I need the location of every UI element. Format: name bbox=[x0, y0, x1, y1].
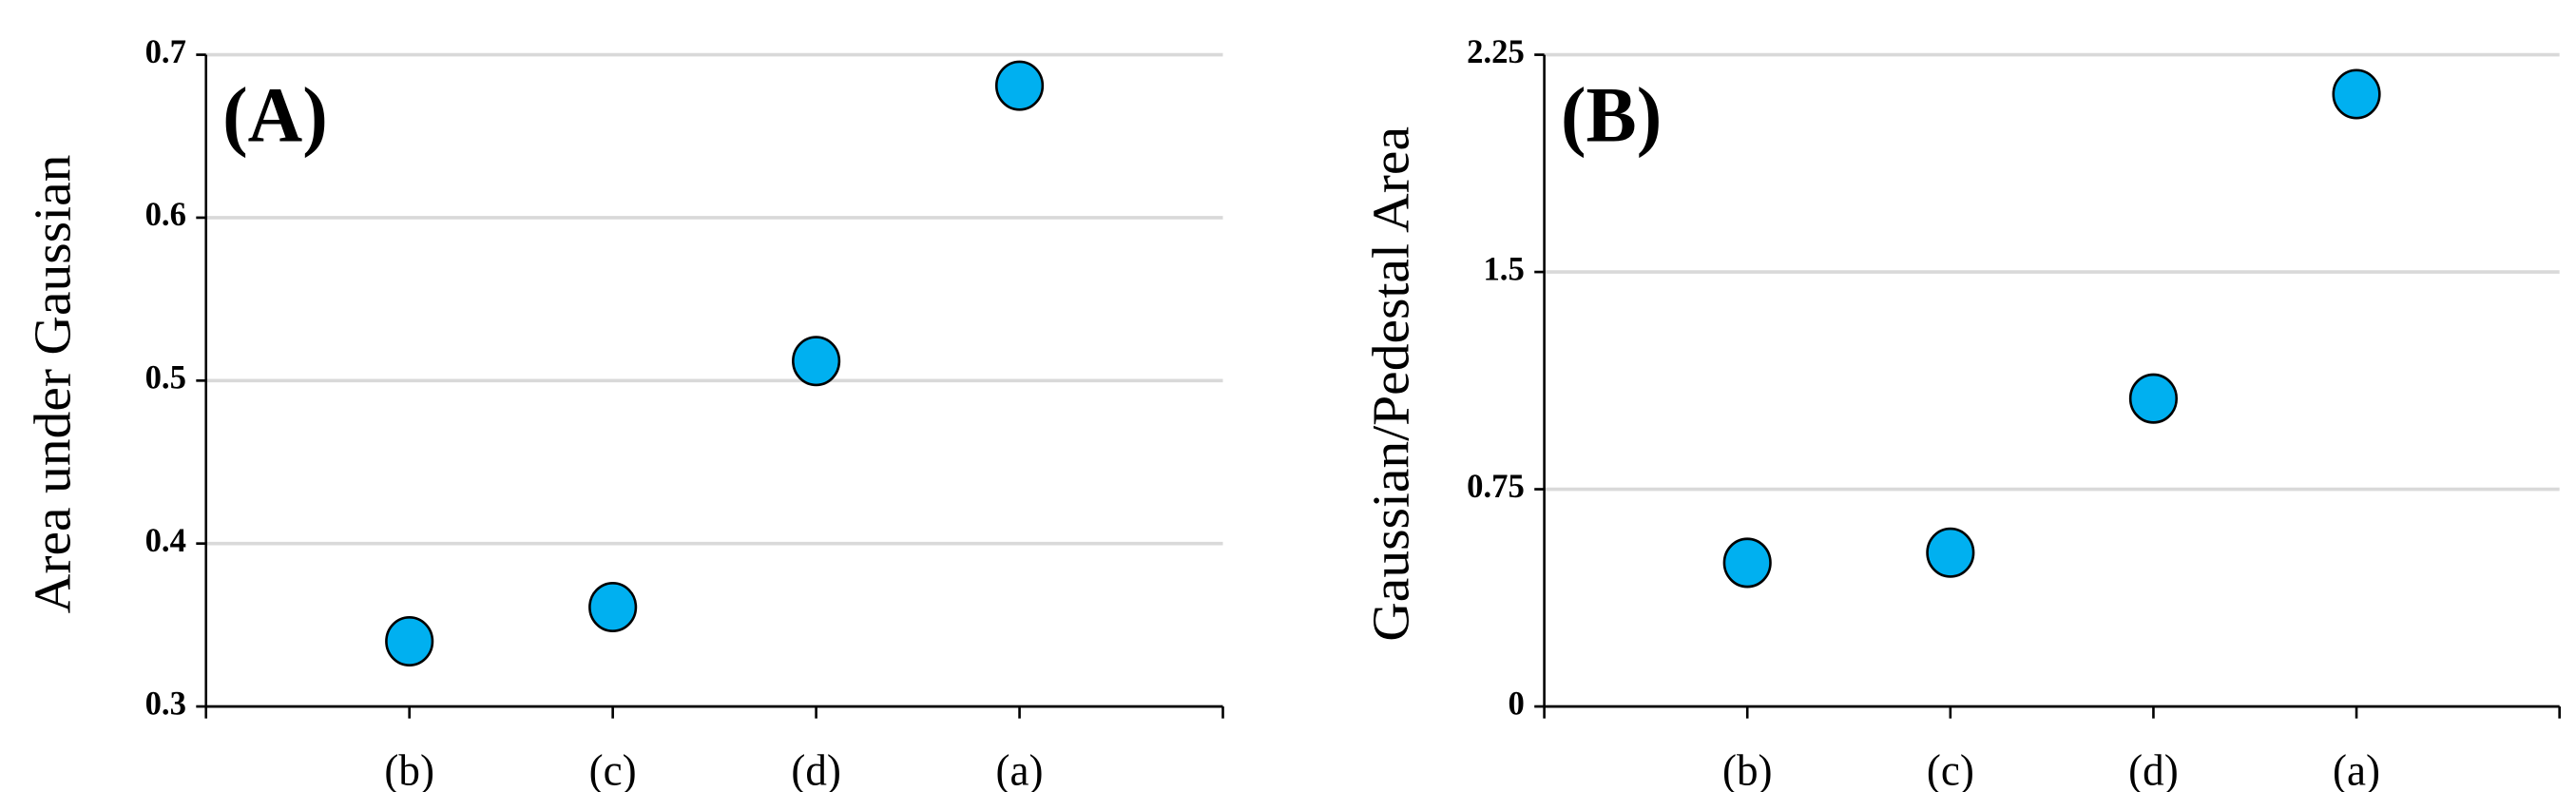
point bbox=[588, 581, 638, 633]
panel-label: (A) bbox=[222, 71, 328, 159]
x-tick-label: (a) bbox=[996, 745, 1044, 792]
x-tick-label: (d) bbox=[791, 745, 841, 792]
point bbox=[1722, 537, 1772, 589]
y-tick-label: 1.5 bbox=[1483, 250, 1524, 288]
y-tick-label: 0.4 bbox=[145, 521, 187, 559]
y-tick-label: 0.7 bbox=[145, 32, 186, 70]
point bbox=[792, 336, 841, 387]
y-axis-title: Gaussian/Pedestal Area bbox=[1362, 126, 1420, 642]
x-tick-label: (c) bbox=[589, 745, 637, 792]
point bbox=[994, 60, 1045, 111]
point bbox=[2128, 373, 2179, 424]
x-tick-label: (b) bbox=[1722, 745, 1773, 792]
y-tick-label: 0.6 bbox=[145, 196, 186, 234]
y-tick-label: 0 bbox=[1508, 685, 1524, 723]
y-axis-title: Area under Gaussian bbox=[24, 155, 82, 614]
point bbox=[2332, 68, 2381, 120]
x-tick-label: (c) bbox=[1927, 745, 1974, 792]
y-tick-label: 0.5 bbox=[145, 358, 186, 396]
x-tick-label: (b) bbox=[384, 745, 434, 792]
panel-label: (B) bbox=[1561, 71, 1662, 159]
y-tick-label: 0.75 bbox=[1467, 467, 1525, 505]
y-tick-label: 2.25 bbox=[1467, 32, 1525, 70]
point bbox=[385, 615, 434, 667]
x-tick-label: (a) bbox=[2333, 745, 2380, 792]
x-tick-label: (d) bbox=[2128, 745, 2179, 792]
point bbox=[1926, 527, 1975, 578]
y-tick-label: 0.3 bbox=[145, 685, 186, 723]
